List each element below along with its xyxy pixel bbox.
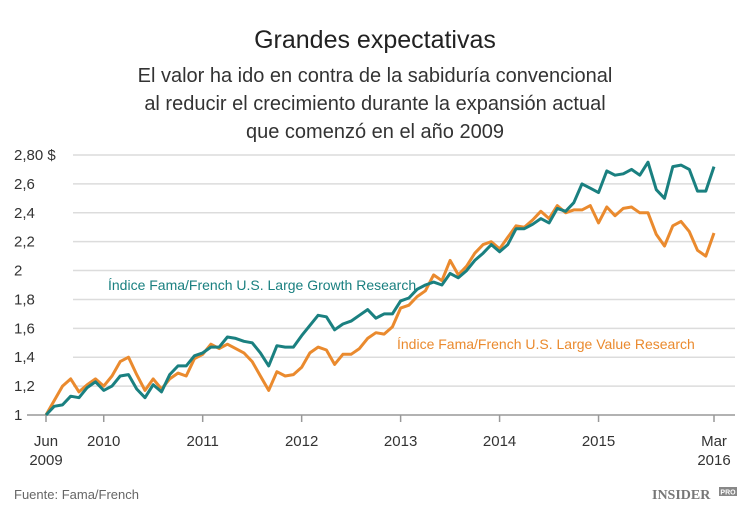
chart-title: Grandes expectativas <box>254 26 496 54</box>
y-tick-label: 1,2 <box>14 378 35 395</box>
y-tick-label: 2 <box>14 263 22 280</box>
x-tick-label: 2013 <box>384 433 417 450</box>
x-tick-label: 2014 <box>483 433 516 450</box>
x-tick-label: 2011 <box>187 433 219 450</box>
axes: 1 1,2 1,4 1,6 1,8 2 2,2 2,4 2,6 2,80 $ Jun 2009 2010… <box>14 147 735 469</box>
series-label-growth: Índice Fama/French U.S. Large Growth Res… <box>108 277 416 293</box>
x-tick-label: 2009 <box>29 452 62 469</box>
y-tick-label: 2,6 <box>14 176 35 193</box>
x-tick-label: 2016 <box>697 452 730 469</box>
chart-subtitle-line-1: El valor ha ido en contra de la sabidurí… <box>138 65 613 87</box>
insider-pro-logo: INSIDER PRO <box>652 487 737 503</box>
x-tick-label: Jun <box>34 433 58 450</box>
y-tick-label: 1,8 <box>14 291 35 308</box>
x-tick-label: 2015 <box>582 433 615 450</box>
x-tick-label: 2010 <box>87 433 120 450</box>
chart-subtitle-line-3: que comenzó en el año 2009 <box>246 121 504 143</box>
logo-text: INSIDER <box>652 488 711 503</box>
chart-subtitle-line-2: al reducir el crecimiento durante la exp… <box>144 93 605 115</box>
y-tick-label: 1 <box>14 407 22 424</box>
y-tick-label: 2,4 <box>14 205 35 222</box>
series-line-value <box>44 204 716 416</box>
logo-badge: PRO <box>720 490 736 497</box>
y-tick-label: 2,80 $ <box>14 147 56 164</box>
y-tick-label: 2,2 <box>14 234 35 251</box>
series-line-growth <box>44 160 716 417</box>
gridlines <box>73 154 735 387</box>
x-tick-label: 2012 <box>285 433 318 450</box>
series-lines <box>44 160 716 417</box>
y-tick-label: 1,6 <box>14 320 35 337</box>
series-label-value: Índice Fama/French U.S. Large Value Rese… <box>397 336 695 352</box>
y-tick-label: 1,4 <box>14 349 35 366</box>
source-note: Fuente: Fama/French <box>14 487 139 502</box>
x-tick-label: Mar <box>701 433 727 450</box>
